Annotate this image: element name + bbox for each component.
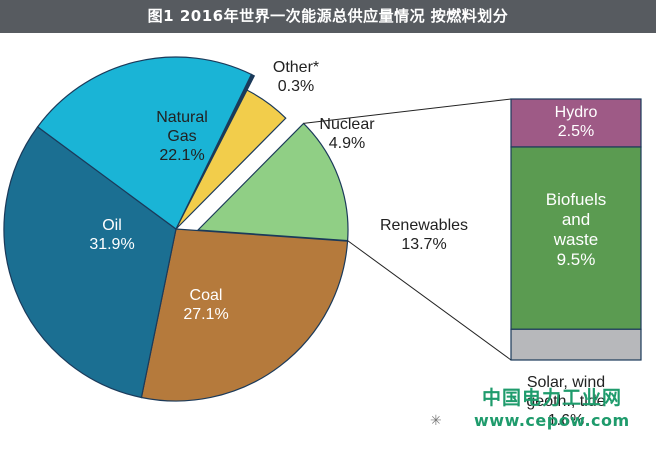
bar-label-hydro: Hydro 2.5% (555, 104, 598, 140)
connector-bottom (347, 240, 512, 361)
renewables-breakdown-bar (510, 98, 642, 361)
watermark-url: www.cepow.com (474, 411, 630, 430)
label-other: Other* 0.3% (273, 59, 319, 95)
chart-title: 图1 2016年世界一次能源总供应量情况 按燃料划分 (0, 0, 656, 33)
slice-renewables (196, 122, 349, 242)
label-natural-gas: Natural Gas 22.1% (156, 109, 208, 164)
pie-chart: Other* 0.3%Nuclear 4.9% Renewables 13.7% Coal… (3, 56, 642, 429)
bar-label-solar-wind-geoth-tide: Solar, wind geoth., tide 1.6% (526, 374, 605, 429)
label-coal: Coal 27.1% (183, 287, 228, 323)
slice-oil (3, 126, 177, 399)
bar-segment-hydro (510, 98, 642, 148)
bar-label-biofuels-and-waste: Biofuels and waste 9.5% (546, 190, 606, 269)
slice-labels: Other* 0.3%Nuclear 4.9% Renewables 13.7% Coal… (89, 59, 606, 429)
label-oil: Oil 31.9% (89, 217, 134, 253)
wechat-icon: ✳ (430, 412, 442, 428)
slice-natural-gas (36, 56, 253, 230)
label-nuclear: Nuclear 4.9% (319, 116, 375, 152)
pie-slices (3, 56, 349, 402)
connector-top (303, 98, 512, 124)
watermark-site-name: 中国电力工业网 (482, 387, 623, 409)
label-renewables: Renewables 13.7% (380, 217, 468, 253)
slice-coal (140, 228, 349, 402)
bar-segment-solar-wind-geoth-tide (510, 328, 642, 361)
slice-nuclear (175, 89, 287, 230)
bar-segment-biofuels-and-waste (510, 146, 642, 330)
connector-lines (303, 98, 512, 361)
